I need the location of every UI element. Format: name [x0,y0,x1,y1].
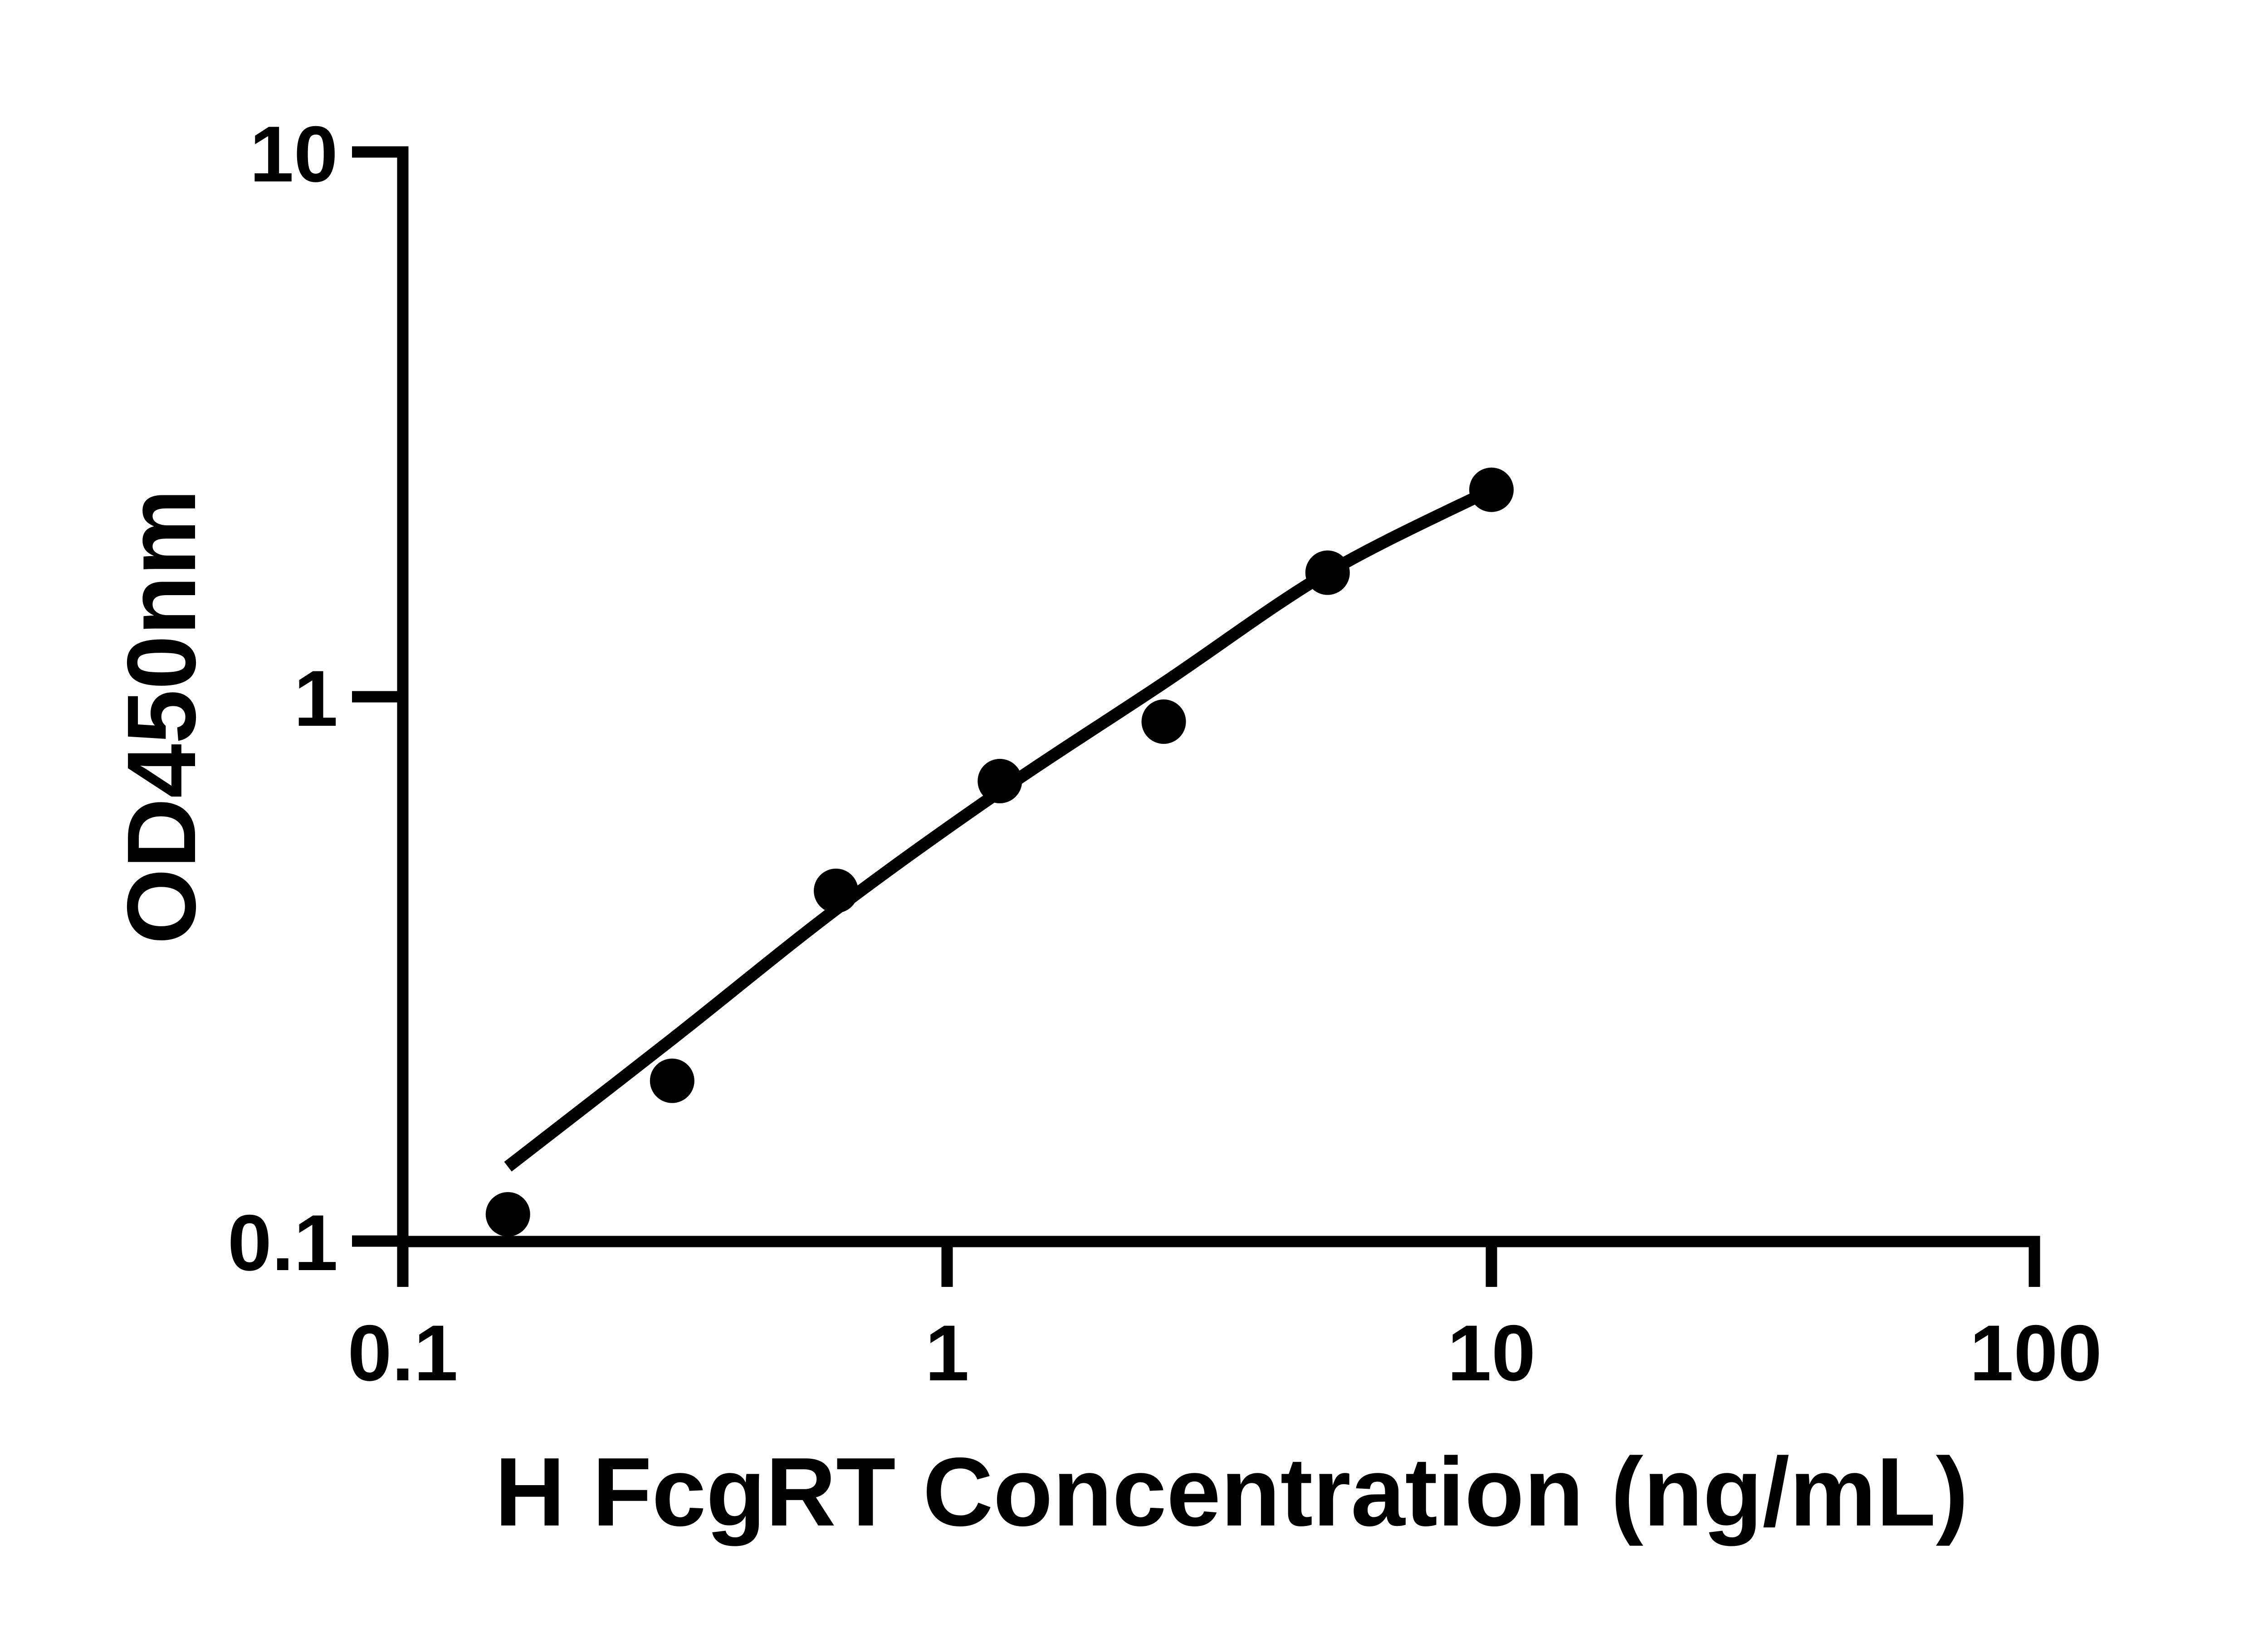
x-axis-title: H FcgRT Concentration (ng/mL) [495,1437,1969,1546]
axes [352,146,2040,1287]
y-tick-label: 10 [249,110,338,199]
axis-frame [352,146,2040,1287]
fitted-curve [504,484,1495,1172]
data-point [1141,699,1186,744]
x-tick-label: 10 [1447,1309,1536,1398]
x-tick-label: 100 [1970,1309,2102,1398]
tick-labels: 0.1 1 10 0.1 1 10 100 [228,110,2102,1398]
x-tick-label: 1 [925,1309,969,1398]
data-point [814,868,859,913]
y-axis-title: OD450nm [107,489,216,944]
y-tick-label: 0.1 [228,1199,338,1287]
data-point [1305,550,1350,595]
x-tick-label: 0.1 [347,1309,458,1398]
data-point [978,758,1022,803]
data-point [485,1192,530,1237]
data-point [1469,467,1514,512]
fitted-curve-group [504,484,1495,1172]
data-points-group [485,467,1514,1237]
y-tick-label: 1 [294,655,338,743]
data-point [650,1058,694,1103]
